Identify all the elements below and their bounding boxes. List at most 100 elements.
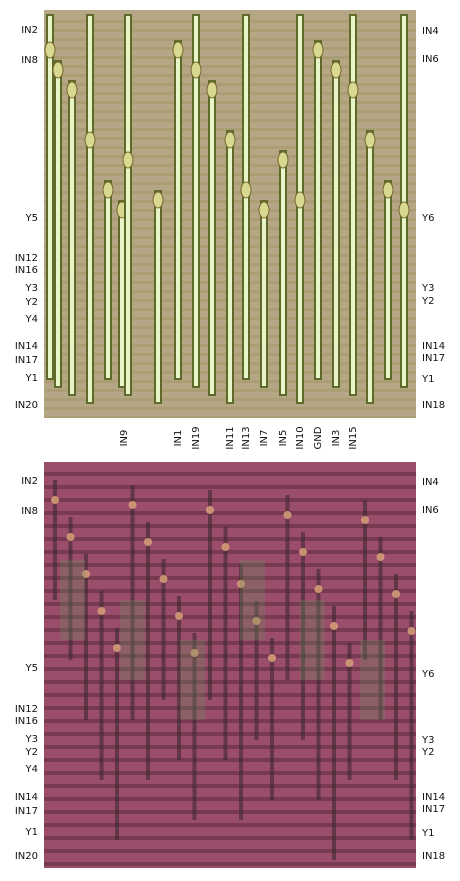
horizontal-trace <box>44 511 416 515</box>
contact <box>113 644 121 652</box>
pin-label: Y3 <box>421 283 434 294</box>
pin-label: IN18 <box>422 400 445 411</box>
horizontal-trace <box>44 628 416 632</box>
contact <box>312 41 324 59</box>
pin-label: IN12 <box>15 704 38 715</box>
diffusion <box>180 640 205 720</box>
pin-label: IN17 <box>422 804 445 815</box>
poly-trace <box>161 559 166 700</box>
poly-trace <box>301 532 305 740</box>
contact <box>268 654 276 662</box>
diffusion <box>360 640 385 720</box>
contact <box>175 612 183 620</box>
pin-label: IN9 <box>119 430 130 447</box>
horizontal-trace <box>44 771 416 775</box>
pin-label: Y3 <box>25 283 38 294</box>
pin-label: Y2 <box>25 297 38 308</box>
poly-trace <box>130 485 135 720</box>
horizontal-trace <box>44 576 416 580</box>
horizontal-trace <box>44 602 416 606</box>
metal-line <box>298 16 302 402</box>
pin-label: Y2 <box>25 747 38 758</box>
contact <box>190 61 202 79</box>
horizontal-trace <box>44 641 416 645</box>
horizontal-trace <box>44 810 416 814</box>
contact <box>172 41 184 59</box>
metal-line <box>126 16 130 394</box>
pin-label: IN4 <box>422 26 439 37</box>
horizontal-trace <box>44 110 416 113</box>
horizontal-trace <box>44 485 416 489</box>
pin-label: Y3 <box>421 735 434 746</box>
metal-line <box>88 16 92 402</box>
pin-label: IN2 <box>21 476 38 487</box>
pin-label: IN3 <box>331 430 342 447</box>
contact <box>407 627 416 635</box>
horizontal-trace <box>44 719 416 723</box>
horizontal-trace <box>44 416 416 418</box>
contact <box>128 501 137 509</box>
horizontal-trace <box>44 407 416 410</box>
horizontal-trace <box>44 74 416 77</box>
horizontal-trace <box>44 65 416 68</box>
contact <box>382 181 394 199</box>
horizontal-trace <box>44 784 416 788</box>
poly-trace <box>363 500 367 660</box>
contact <box>258 201 270 219</box>
pin-label: IN7 <box>259 430 270 447</box>
contact <box>299 548 307 556</box>
horizontal-trace <box>44 849 416 853</box>
contact <box>376 553 385 561</box>
pin-label: IN11 <box>225 426 236 449</box>
contact <box>224 131 236 149</box>
contact <box>84 131 96 149</box>
contact <box>97 607 106 615</box>
poly-trace <box>270 638 274 800</box>
pin-label: IN16 <box>15 716 38 727</box>
horizontal-trace <box>44 693 416 697</box>
horizontal-trace <box>44 550 416 554</box>
poly-trace <box>53 480 57 600</box>
horizontal-trace <box>44 38 416 41</box>
horizontal-trace <box>44 836 416 840</box>
contact <box>283 511 292 519</box>
horizontal-trace <box>44 615 416 619</box>
poly-trace <box>254 601 259 740</box>
contact <box>190 649 199 657</box>
pin-label: Y6 <box>421 213 434 224</box>
pin-label: IN19 <box>191 426 202 449</box>
top-die-traces <box>44 14 416 418</box>
contact <box>144 538 152 546</box>
metal-line <box>48 16 52 378</box>
pin-label: IN14 <box>422 341 445 352</box>
poly-trace <box>177 596 181 760</box>
bottom-die-traces <box>44 472 416 866</box>
horizontal-trace <box>44 654 416 658</box>
metal-line <box>210 82 214 394</box>
horizontal-trace <box>44 56 416 59</box>
diffusion <box>120 600 145 680</box>
contact <box>51 496 59 504</box>
poly-trace <box>115 628 119 840</box>
horizontal-trace <box>44 47 416 50</box>
horizontal-trace <box>44 797 416 801</box>
pin-label: Y4 <box>25 764 38 775</box>
horizontal-trace <box>44 537 416 541</box>
horizontal-trace <box>44 29 416 32</box>
pin-label: Y5 <box>25 213 38 224</box>
pin-label: IN6 <box>422 505 439 516</box>
horizontal-trace <box>44 589 416 593</box>
poly-trace <box>146 522 150 780</box>
horizontal-trace <box>44 667 416 671</box>
pin-label: IN18 <box>422 851 445 862</box>
pin-label: IN20 <box>15 400 38 411</box>
pin-label: IN17 <box>15 806 38 817</box>
pin-label: Y1 <box>25 827 38 838</box>
metal-line <box>194 16 198 386</box>
contact <box>345 659 354 667</box>
contact <box>152 191 164 209</box>
horizontal-trace <box>44 706 416 710</box>
pin-label: Y2 <box>421 747 434 758</box>
contact <box>314 585 323 593</box>
horizontal-trace <box>44 20 416 23</box>
